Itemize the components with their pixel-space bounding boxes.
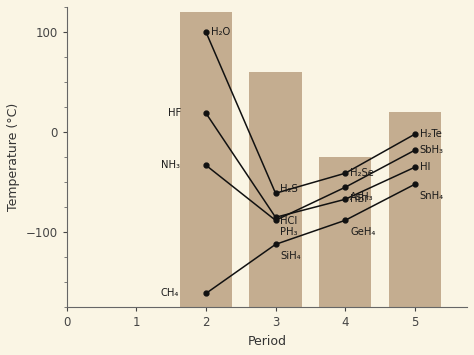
Text: H₂Se: H₂Se (350, 168, 374, 178)
Text: GeH₄: GeH₄ (350, 227, 375, 237)
Text: AsH₃: AsH₃ (350, 192, 374, 202)
Text: H₂O: H₂O (211, 27, 230, 37)
Bar (249, 72, 301, 307)
Bar (389, 112, 441, 307)
Text: SnH₄: SnH₄ (419, 191, 444, 201)
Text: NH₃: NH₃ (161, 160, 180, 170)
Text: H₂Te: H₂Te (419, 129, 442, 139)
X-axis label: Period: Period (247, 335, 286, 348)
Text: HI: HI (419, 162, 430, 172)
Y-axis label: Temperature (°C): Temperature (°C) (7, 103, 20, 211)
Text: H₂S: H₂S (281, 184, 298, 194)
Text: HBr: HBr (350, 194, 369, 204)
Text: HCl: HCl (281, 216, 298, 226)
Text: CH₄: CH₄ (161, 289, 179, 299)
Bar (180, 12, 232, 307)
Text: PH₃: PH₃ (281, 227, 298, 237)
Bar (319, 157, 371, 307)
Text: SiH₄: SiH₄ (281, 251, 301, 261)
Text: SbH₃: SbH₃ (419, 145, 444, 155)
Text: HF: HF (168, 108, 181, 118)
